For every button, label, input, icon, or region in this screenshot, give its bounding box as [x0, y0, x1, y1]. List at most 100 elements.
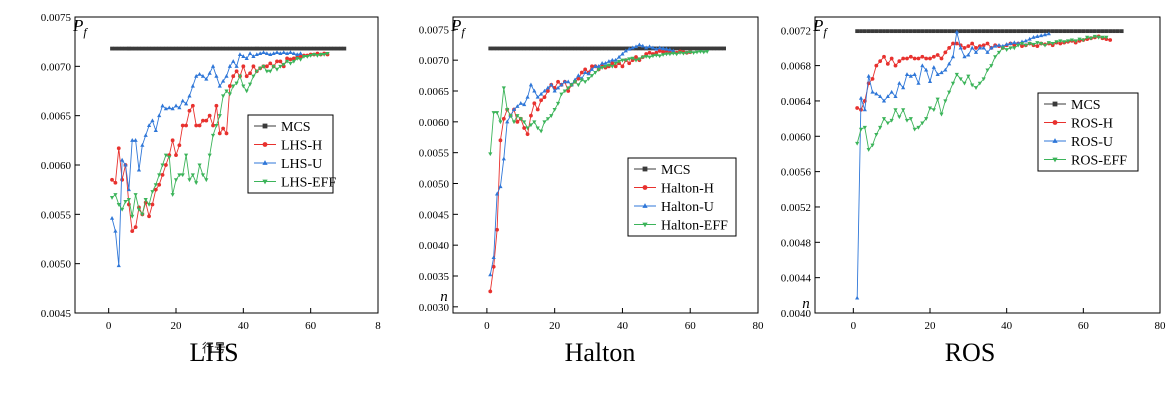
data-point	[1004, 42, 1009, 46]
data-point	[610, 61, 615, 66]
data-point	[1092, 34, 1097, 39]
data-point	[234, 69, 239, 74]
data-point	[535, 107, 540, 112]
data-point	[1020, 44, 1024, 49]
data-point	[644, 54, 649, 59]
data-point	[1108, 29, 1113, 34]
legend-label: LHS-U	[281, 157, 322, 172]
data-point	[974, 29, 978, 34]
y-tick-label: 0.0070	[41, 61, 72, 73]
data-point	[684, 51, 689, 56]
data-point	[556, 46, 560, 51]
data-point	[126, 198, 131, 202]
y-axis-label: Pf	[72, 16, 88, 39]
data-point	[173, 103, 179, 108]
data-point	[264, 51, 269, 56]
data-point	[874, 63, 879, 68]
data-point	[981, 45, 986, 50]
data-point	[1039, 33, 1044, 38]
data-point	[147, 46, 151, 51]
data-point	[123, 46, 128, 51]
data-point	[684, 46, 689, 51]
data-point	[515, 46, 520, 51]
y-tick-label: 0.0064	[781, 96, 812, 108]
data-point	[498, 138, 503, 143]
series-lhs-eff	[109, 51, 330, 219]
data-point	[120, 177, 125, 182]
data-point	[695, 46, 699, 51]
data-point	[1035, 41, 1040, 45]
data-point	[1031, 42, 1036, 47]
data-point	[855, 141, 860, 146]
data-point	[498, 46, 503, 51]
data-point	[924, 56, 929, 61]
data-point	[522, 120, 527, 125]
data-point	[271, 64, 276, 69]
legend-label: ROS-U	[1071, 135, 1113, 150]
data-point	[1073, 39, 1078, 44]
data-point	[539, 46, 544, 51]
data-point	[180, 123, 185, 128]
data-point	[511, 120, 517, 125]
data-point	[265, 46, 269, 51]
legend-item: MCS	[1044, 98, 1101, 113]
data-point	[634, 55, 638, 59]
data-point	[569, 83, 574, 88]
data-point	[1004, 48, 1009, 52]
y-tick-label: 0.0045	[419, 209, 450, 221]
data-point	[532, 120, 537, 125]
data-point	[201, 46, 205, 51]
data-point	[528, 123, 534, 128]
data-point	[1081, 38, 1086, 43]
series-line	[856, 31, 1049, 299]
data-point	[559, 92, 564, 97]
data-point	[576, 73, 581, 78]
data-point	[160, 172, 165, 177]
data-point	[339, 46, 343, 51]
data-point	[501, 116, 506, 121]
data-point	[308, 46, 313, 51]
data-point	[947, 46, 952, 50]
data-point	[1027, 41, 1032, 46]
data-point	[123, 199, 128, 204]
data-point	[133, 46, 138, 51]
data-point	[261, 46, 266, 51]
data-point	[549, 46, 554, 51]
x-tick-label: 0	[484, 320, 490, 332]
data-point	[613, 64, 618, 69]
data-point	[712, 46, 716, 51]
data-point	[278, 46, 283, 51]
data-point	[912, 29, 917, 34]
data-point	[667, 47, 672, 52]
data-point	[954, 41, 959, 46]
data-point	[985, 50, 990, 54]
data-point	[224, 89, 229, 94]
data-point	[157, 182, 162, 187]
data-point	[231, 74, 236, 79]
data-point	[265, 64, 269, 69]
data-point	[335, 46, 340, 51]
series-ros-u	[855, 29, 1051, 300]
data-point	[958, 29, 963, 34]
data-point	[862, 107, 867, 112]
data-point	[217, 46, 222, 51]
data-point	[981, 77, 986, 82]
x-tick-label: 80	[1155, 320, 1167, 332]
data-point	[1100, 35, 1105, 40]
data-point	[996, 50, 1002, 55]
data-point	[227, 46, 232, 51]
caption-ros: ROS	[944, 338, 996, 367]
data-point	[190, 46, 195, 51]
data-point	[545, 85, 550, 90]
data-point	[153, 46, 158, 51]
data-point	[924, 29, 929, 34]
data-point	[116, 263, 121, 268]
data-point	[197, 163, 202, 168]
legend-swatch-marker	[262, 160, 268, 165]
data-point	[505, 107, 510, 112]
data-point	[590, 64, 594, 69]
data-point	[885, 94, 890, 99]
data-point	[1077, 29, 1082, 34]
data-point	[1054, 29, 1059, 34]
data-point	[545, 117, 550, 122]
